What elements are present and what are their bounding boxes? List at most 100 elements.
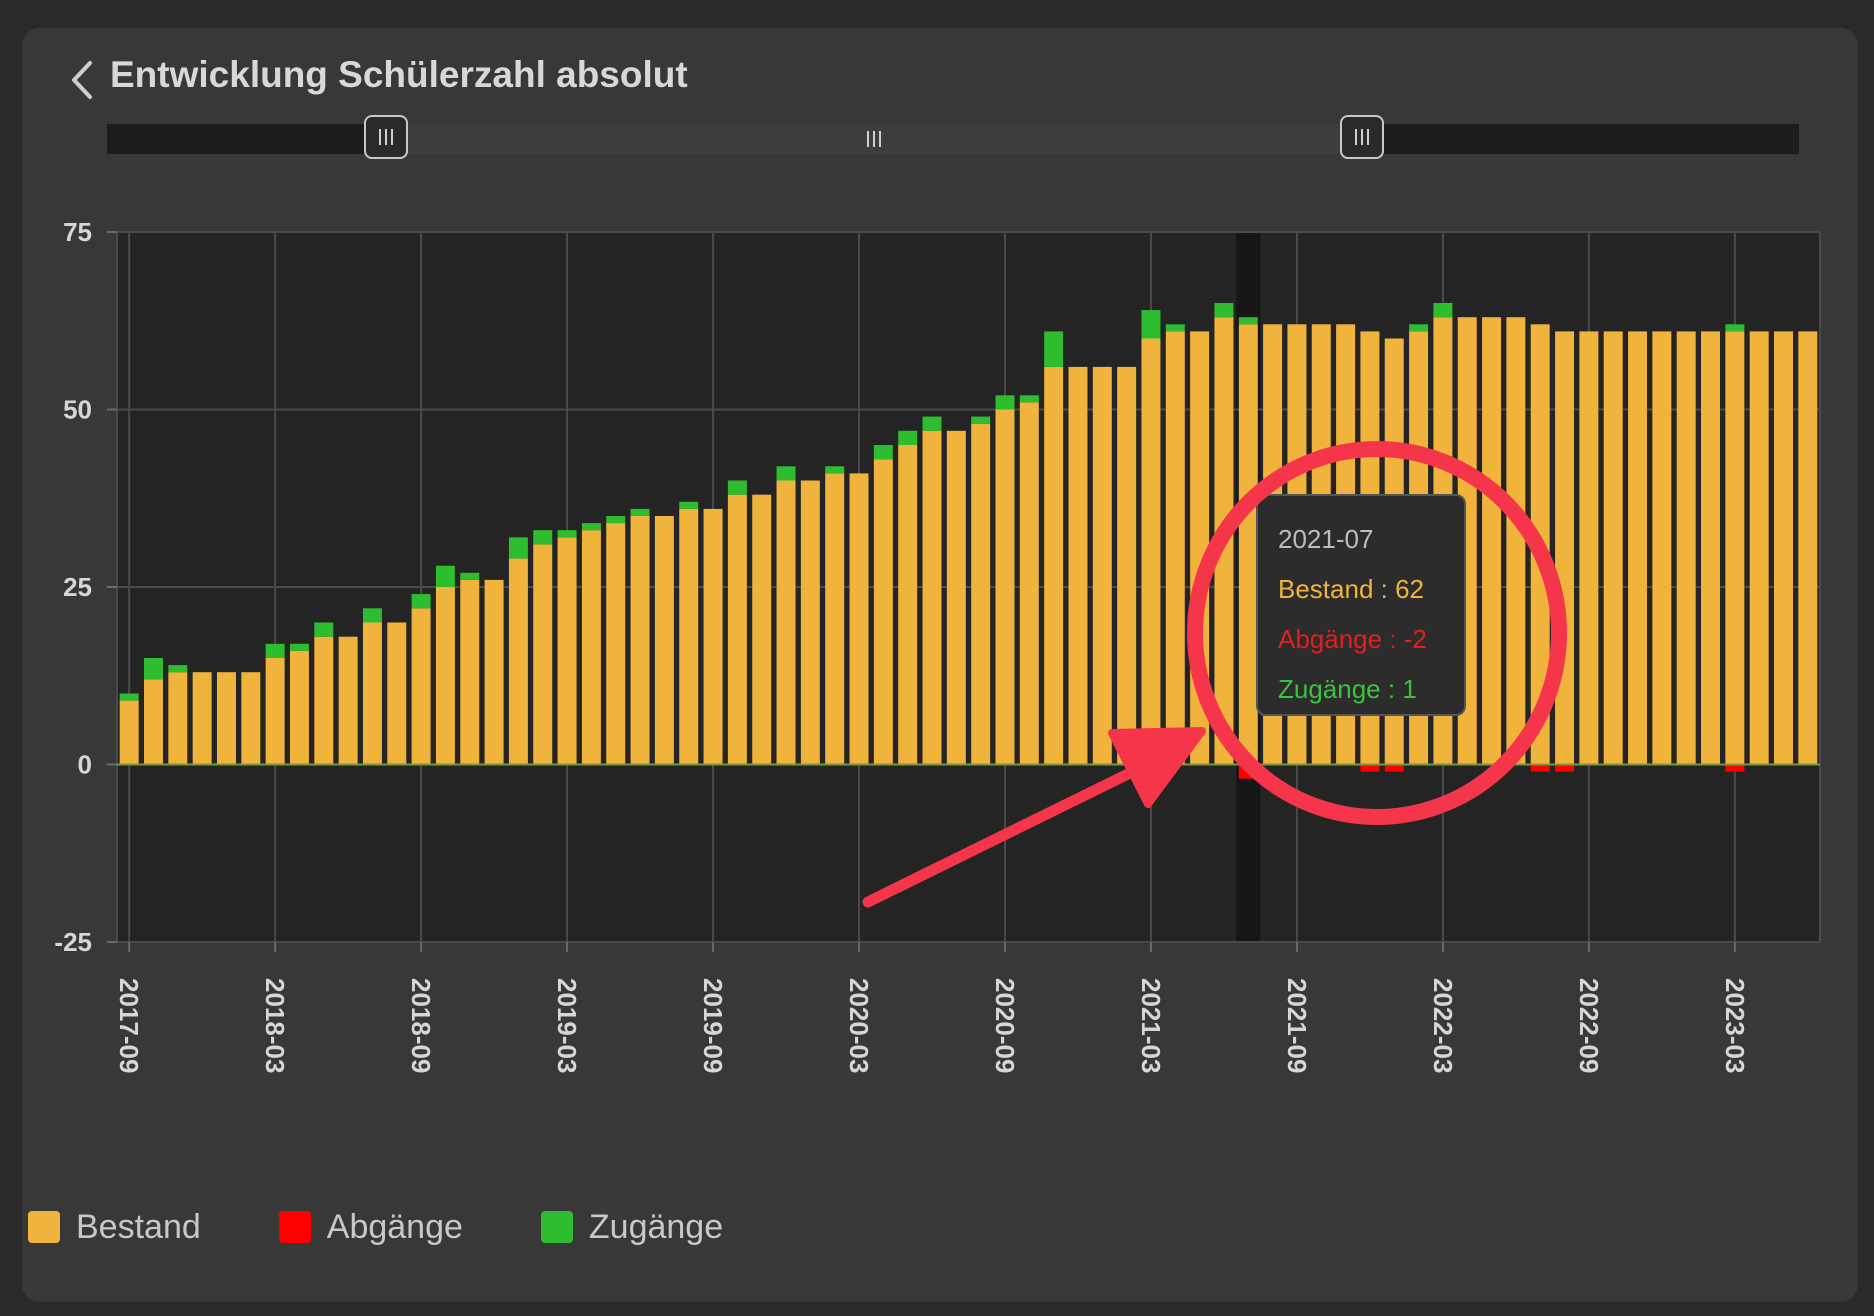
bar-zugaenge: [460, 572, 480, 580]
bar-bestand: [922, 430, 942, 765]
bar-bestand: [508, 558, 528, 765]
bar-zugaenge: [168, 665, 188, 673]
bar-bestand: [144, 679, 163, 765]
x-tick-label: 2018-03: [260, 978, 290, 1073]
bar-zugaenge: [630, 508, 650, 516]
bar-bestand: [265, 658, 285, 765]
bar-zugaenge: [776, 466, 796, 481]
zoom-slider[interactable]: [107, 115, 1799, 159]
bar-zugaenge: [1044, 331, 1064, 367]
bar-bestand: [1701, 331, 1721, 765]
chevron-left-icon: [72, 61, 92, 99]
bar-bestand: [1749, 331, 1769, 765]
tooltip-date: 2021-07: [1278, 524, 1374, 554]
back-button[interactable]: [58, 50, 108, 106]
bar-bestand: [581, 530, 601, 765]
bar-zugaenge: [1141, 310, 1161, 339]
bar-bestand: [654, 516, 674, 765]
bar-bestand: [776, 480, 796, 765]
zoom-window[interactable]: [386, 124, 1363, 154]
bar-zugaenge: [508, 537, 528, 559]
zoom-handle-right[interactable]: [1340, 115, 1385, 159]
x-tick-label: 2022-09: [1574, 978, 1604, 1073]
bar-bestand: [1652, 331, 1672, 765]
x-tick-label: 2023-03: [1720, 978, 1750, 1073]
bar-zugaenge: [1409, 324, 1429, 332]
bar-bestand: [119, 700, 139, 765]
bar-bestand: [1579, 331, 1599, 765]
x-tick-label: 2021-03: [1136, 978, 1166, 1073]
bar-zugaenge: [411, 594, 431, 609]
bar-bestand: [1725, 331, 1745, 765]
bar-bestand: [995, 409, 1015, 765]
y-tick-label: 75: [63, 217, 92, 247]
bar-zugaenge: [265, 643, 285, 658]
bar-bestand: [1555, 331, 1575, 765]
legend-label: Bestand: [76, 1207, 201, 1246]
bar-bestand: [435, 587, 455, 765]
x-tick-label: 2020-03: [844, 978, 874, 1073]
bar-abgaenge: [1238, 764, 1258, 779]
bar-zugaenge: [362, 608, 382, 623]
bar-zugaenge: [533, 530, 553, 545]
legend-item-abgaenge[interactable]: Abgänge: [278, 1208, 463, 1247]
bar-bestand: [387, 622, 407, 765]
bar-zugaenge: [1214, 303, 1234, 318]
y-tick-label: -25: [54, 927, 92, 957]
bar-bestand: [1165, 331, 1185, 765]
bar-bestand: [1506, 317, 1526, 765]
bar-bestand: [1798, 331, 1818, 765]
bar-zugaenge: [119, 693, 139, 701]
chart-tooltip: 2021-07 Bestand : 62 Abgänge : -2 Zugäng…: [1256, 494, 1466, 716]
legend-item-bestand[interactable]: Bestand: [28, 1208, 201, 1247]
bar-zugaenge: [922, 416, 942, 431]
bar-abgaenge: [1530, 764, 1550, 772]
bar-bestand: [1117, 366, 1137, 765]
bar-zugaenge: [679, 501, 699, 509]
tooltip-zugaenge: Zugänge : 1: [1278, 674, 1417, 704]
bar-bestand: [849, 473, 869, 765]
x-tick-label: 2019-03: [552, 978, 582, 1073]
legend: Bestand Abgänge Zugänge: [28, 1202, 801, 1252]
x-tick-label: 2019-09: [698, 978, 728, 1073]
bar-bestand: [1092, 366, 1112, 765]
bar-bestand: [630, 516, 650, 765]
bar-zugaenge: [825, 466, 845, 474]
tooltip-bestand: Bestand : 62: [1278, 574, 1424, 604]
bar-bestand: [898, 445, 918, 765]
x-tick-label: 2021-09: [1282, 978, 1312, 1073]
bar-zugaenge: [557, 530, 577, 538]
bar-bestand: [1238, 324, 1258, 765]
zoom-handle-left[interactable]: [364, 115, 409, 159]
bar-bestand: [216, 672, 236, 765]
legend-label: Zugänge: [588, 1207, 724, 1246]
bar-abgaenge: [1555, 764, 1575, 772]
bar-abgaenge: [1384, 764, 1404, 772]
bar-bestand: [1190, 331, 1210, 765]
bar-zugaenge: [314, 622, 334, 637]
bar-zugaenge: [1165, 324, 1185, 332]
legend-item-zugaenge[interactable]: Zugänge: [540, 1207, 724, 1247]
header: Entwicklung Schülerzahl absolut: [22, 28, 1858, 128]
bar-zugaenge: [144, 658, 163, 680]
bar-zugaenge: [581, 523, 601, 531]
y-tick-label: 25: [63, 572, 92, 602]
legend-swatch: [540, 1211, 573, 1243]
bar-bestand: [1141, 338, 1161, 765]
bar-bestand: [314, 636, 334, 765]
bar-abgaenge: [1725, 764, 1745, 772]
bar-zugaenge: [1433, 303, 1453, 318]
bar-zugaenge: [1238, 317, 1258, 325]
bar-bestand: [362, 622, 382, 765]
bar-bestand: [557, 537, 577, 765]
grip-icon: [379, 129, 394, 145]
bar-bestand: [484, 579, 504, 765]
tooltip-abgaenge: Abgänge : -2: [1278, 624, 1427, 654]
bar-zugaenge: [727, 480, 747, 495]
bar-bestand: [533, 544, 553, 765]
grip-icon: [1355, 129, 1370, 145]
bar-zugaenge: [1019, 395, 1039, 403]
bar-zugaenge: [606, 516, 626, 524]
bar-bestand: [1628, 331, 1648, 765]
